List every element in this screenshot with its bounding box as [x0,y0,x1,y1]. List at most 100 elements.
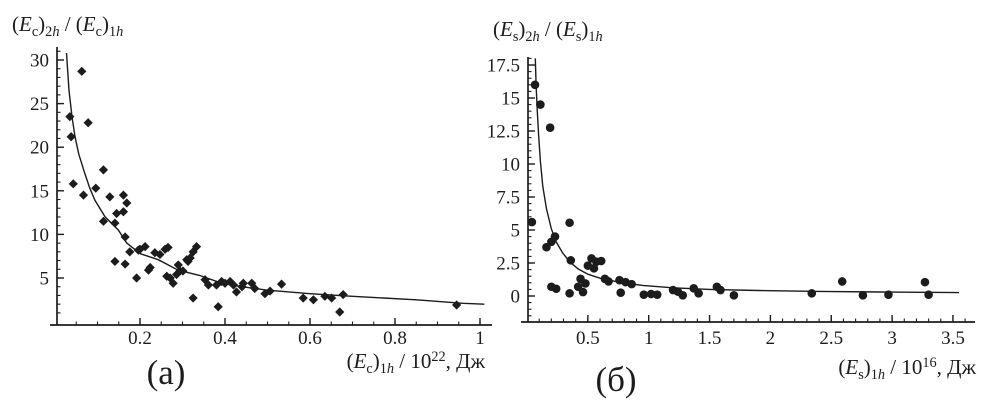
data-point [616,288,626,298]
data-point [225,276,235,287]
data-point [627,279,636,289]
data-point [120,232,130,242]
caption-plot-a: (а) [146,353,186,392]
data-point [578,287,588,297]
y-tick-label: 12.5 [487,122,520,143]
data-point [125,247,135,257]
y-tick-label: 0 [511,287,521,308]
axis-label-fragment: ( [346,349,354,374]
axis-label-fragment: ) [101,12,109,36]
axis-label-fragment: , Дж [936,355,976,380]
axis-label-fragment: ) [38,12,46,36]
data-point [716,285,725,295]
axis-label-fragment: / [539,17,557,41]
data-point [228,280,239,290]
x-tick-label: 1.5 [698,328,722,349]
fit-curve-b [534,58,960,294]
axis-label-fragment: ( [12,12,19,36]
y-tick-label: 7.5 [496,188,520,209]
data-point [120,259,130,269]
data-point [298,293,308,303]
data-point [320,291,330,301]
axis-label-fragment: h [386,361,395,378]
axis-label-fragment: / 10 [885,355,923,380]
data-point [551,284,561,294]
data-point [545,123,555,132]
data-point [200,275,210,285]
data-point [581,279,590,288]
axis-label-fragment: h [116,23,124,40]
data-point [807,289,817,298]
data-point [308,295,318,305]
data-point [91,183,101,193]
axis-label-fragment: h [52,23,60,40]
axis-label-fragment: E [500,17,513,41]
data-point [217,276,227,287]
data-point [858,291,868,300]
data-point [694,289,703,298]
data-point [98,165,109,175]
y-tick-label: 5 [40,269,50,290]
data-point [110,256,120,267]
x-tick-label: 3 [887,328,897,349]
data-point [83,118,93,128]
axis-label-fragment: E [82,12,96,36]
data-point [168,278,178,288]
data-point [118,207,129,217]
axis-label-fragment: 16 [922,355,937,371]
data-point [678,291,688,300]
data-point [203,280,214,290]
y-tick-label: 15 [30,181,49,202]
data-point [213,302,223,312]
data-point [182,255,192,265]
axis-label-fragment: h [877,367,886,384]
data-point [237,282,247,292]
axis-label-fragment: 22 [431,349,446,365]
axis-label-fragment: h [595,28,603,45]
data-point [122,198,132,208]
axis-label-fragment: 1 [108,23,117,40]
data-point [565,289,574,298]
x-tick-label: 1 [644,328,654,349]
data-point [173,260,183,270]
x-tick-label: 3.5 [941,328,965,349]
y-axis-label-plot-a: (Ec)2h / (Ec)1h [12,12,123,41]
y-tick-label: 10 [30,225,49,246]
axis-label-fragment: s [575,28,582,45]
data-point [589,263,599,273]
data-point [565,218,574,228]
data-point [530,80,540,90]
data-point [231,287,242,297]
axis-label-fragment: c [31,23,39,40]
axis-label-fragment: 1 [870,367,878,384]
data-point [118,190,129,200]
axis-label-fragment: ) [372,349,380,374]
data-point [105,192,115,202]
data-point [178,266,188,276]
data-point [452,300,462,310]
data-point [211,280,222,290]
data-point [171,269,182,280]
data-point [191,242,202,252]
x-tick-label: 0.8 [383,328,407,349]
y-tick-label: 30 [30,51,49,72]
axis-label-fragment: / [59,12,76,36]
axis-label-fragment: ) [581,17,589,41]
y-tick-label: 5 [511,221,521,242]
axis-label-fragment: ( [838,355,846,380]
data-point [250,283,260,294]
data-point [188,293,198,303]
fit-curve-a [65,52,485,305]
y-axis-label-plot-b: (Es)2h / (Es)1h [493,17,603,46]
data-point [924,290,933,299]
axis-label-fragment: / 10 [394,349,432,374]
data-point [527,217,537,227]
data-point [327,293,337,303]
x-tick-label: 0.2 [128,328,152,349]
x-tick-label: 1 [475,328,485,349]
data-point [276,279,287,289]
axis-label-fragment: 2 [45,23,53,40]
axis-label-fragment: 1 [588,28,596,45]
axis-label-fragment: c [366,361,373,378]
